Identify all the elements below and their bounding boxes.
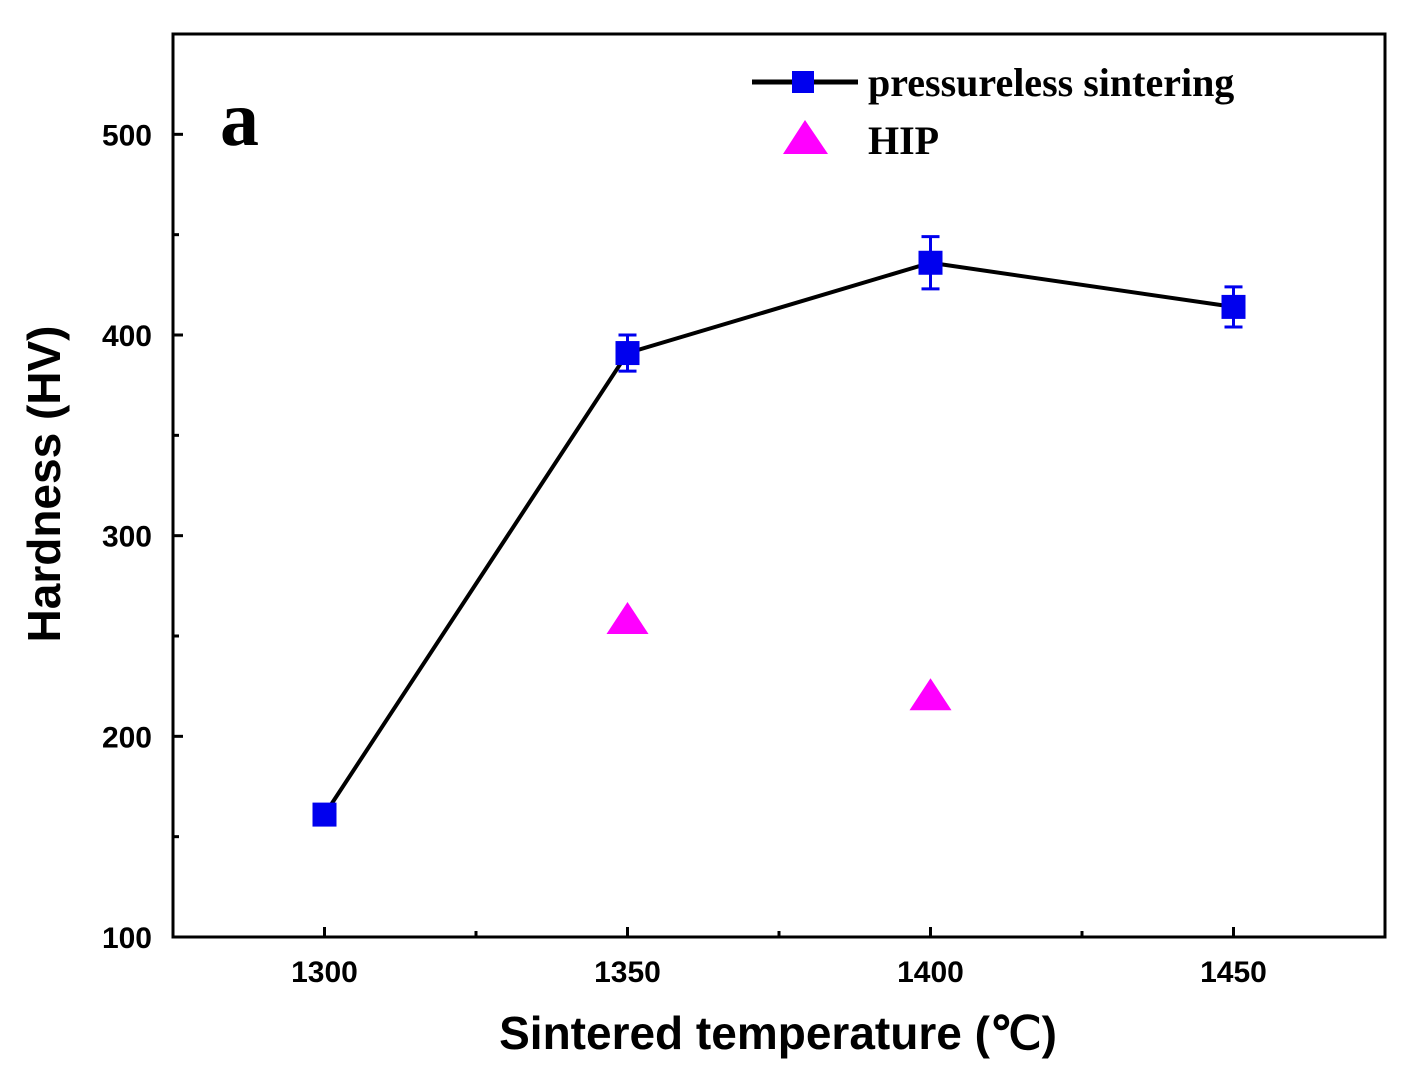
x-axis-title: Sintered temperature (℃) <box>499 1007 1057 1059</box>
series-layer <box>312 235 1246 827</box>
data-point-pressureless <box>1221 294 1246 319</box>
x-tick-label: 1450 <box>1200 956 1267 989</box>
data-point-hip <box>606 601 649 634</box>
y-tick-label: 300 <box>102 521 152 554</box>
legend-marker-pressureless <box>792 71 814 93</box>
data-point-pressureless <box>918 250 943 275</box>
y-tick-label: 400 <box>102 320 152 353</box>
plot-frame <box>171 32 1387 939</box>
y-axis-title: Hardness (HV) <box>18 326 70 643</box>
x-tick-label: 1300 <box>291 956 358 989</box>
y-tick-label: 200 <box>102 721 152 754</box>
legend: pressureless sintering HIP <box>752 60 1234 163</box>
legend-marker-hip <box>783 120 828 154</box>
y-tick-label: 500 <box>102 119 152 152</box>
x-tick-label: 1400 <box>897 956 964 989</box>
legend-label-hip: HIP <box>868 118 939 163</box>
panel-label: a <box>220 75 259 162</box>
x-tick-label: 1350 <box>594 956 661 989</box>
axis-ticks: 1300 1350 1400 1450 100 200 300 400 500 <box>102 119 1267 989</box>
series-line-pressureless <box>322 260 1234 816</box>
legend-label-pressureless: pressureless sintering <box>868 60 1234 105</box>
data-point-pressureless <box>615 341 640 366</box>
data-point-hip <box>909 678 952 711</box>
data-point-pressureless <box>312 802 337 827</box>
y-tick-label: 100 <box>102 922 152 955</box>
